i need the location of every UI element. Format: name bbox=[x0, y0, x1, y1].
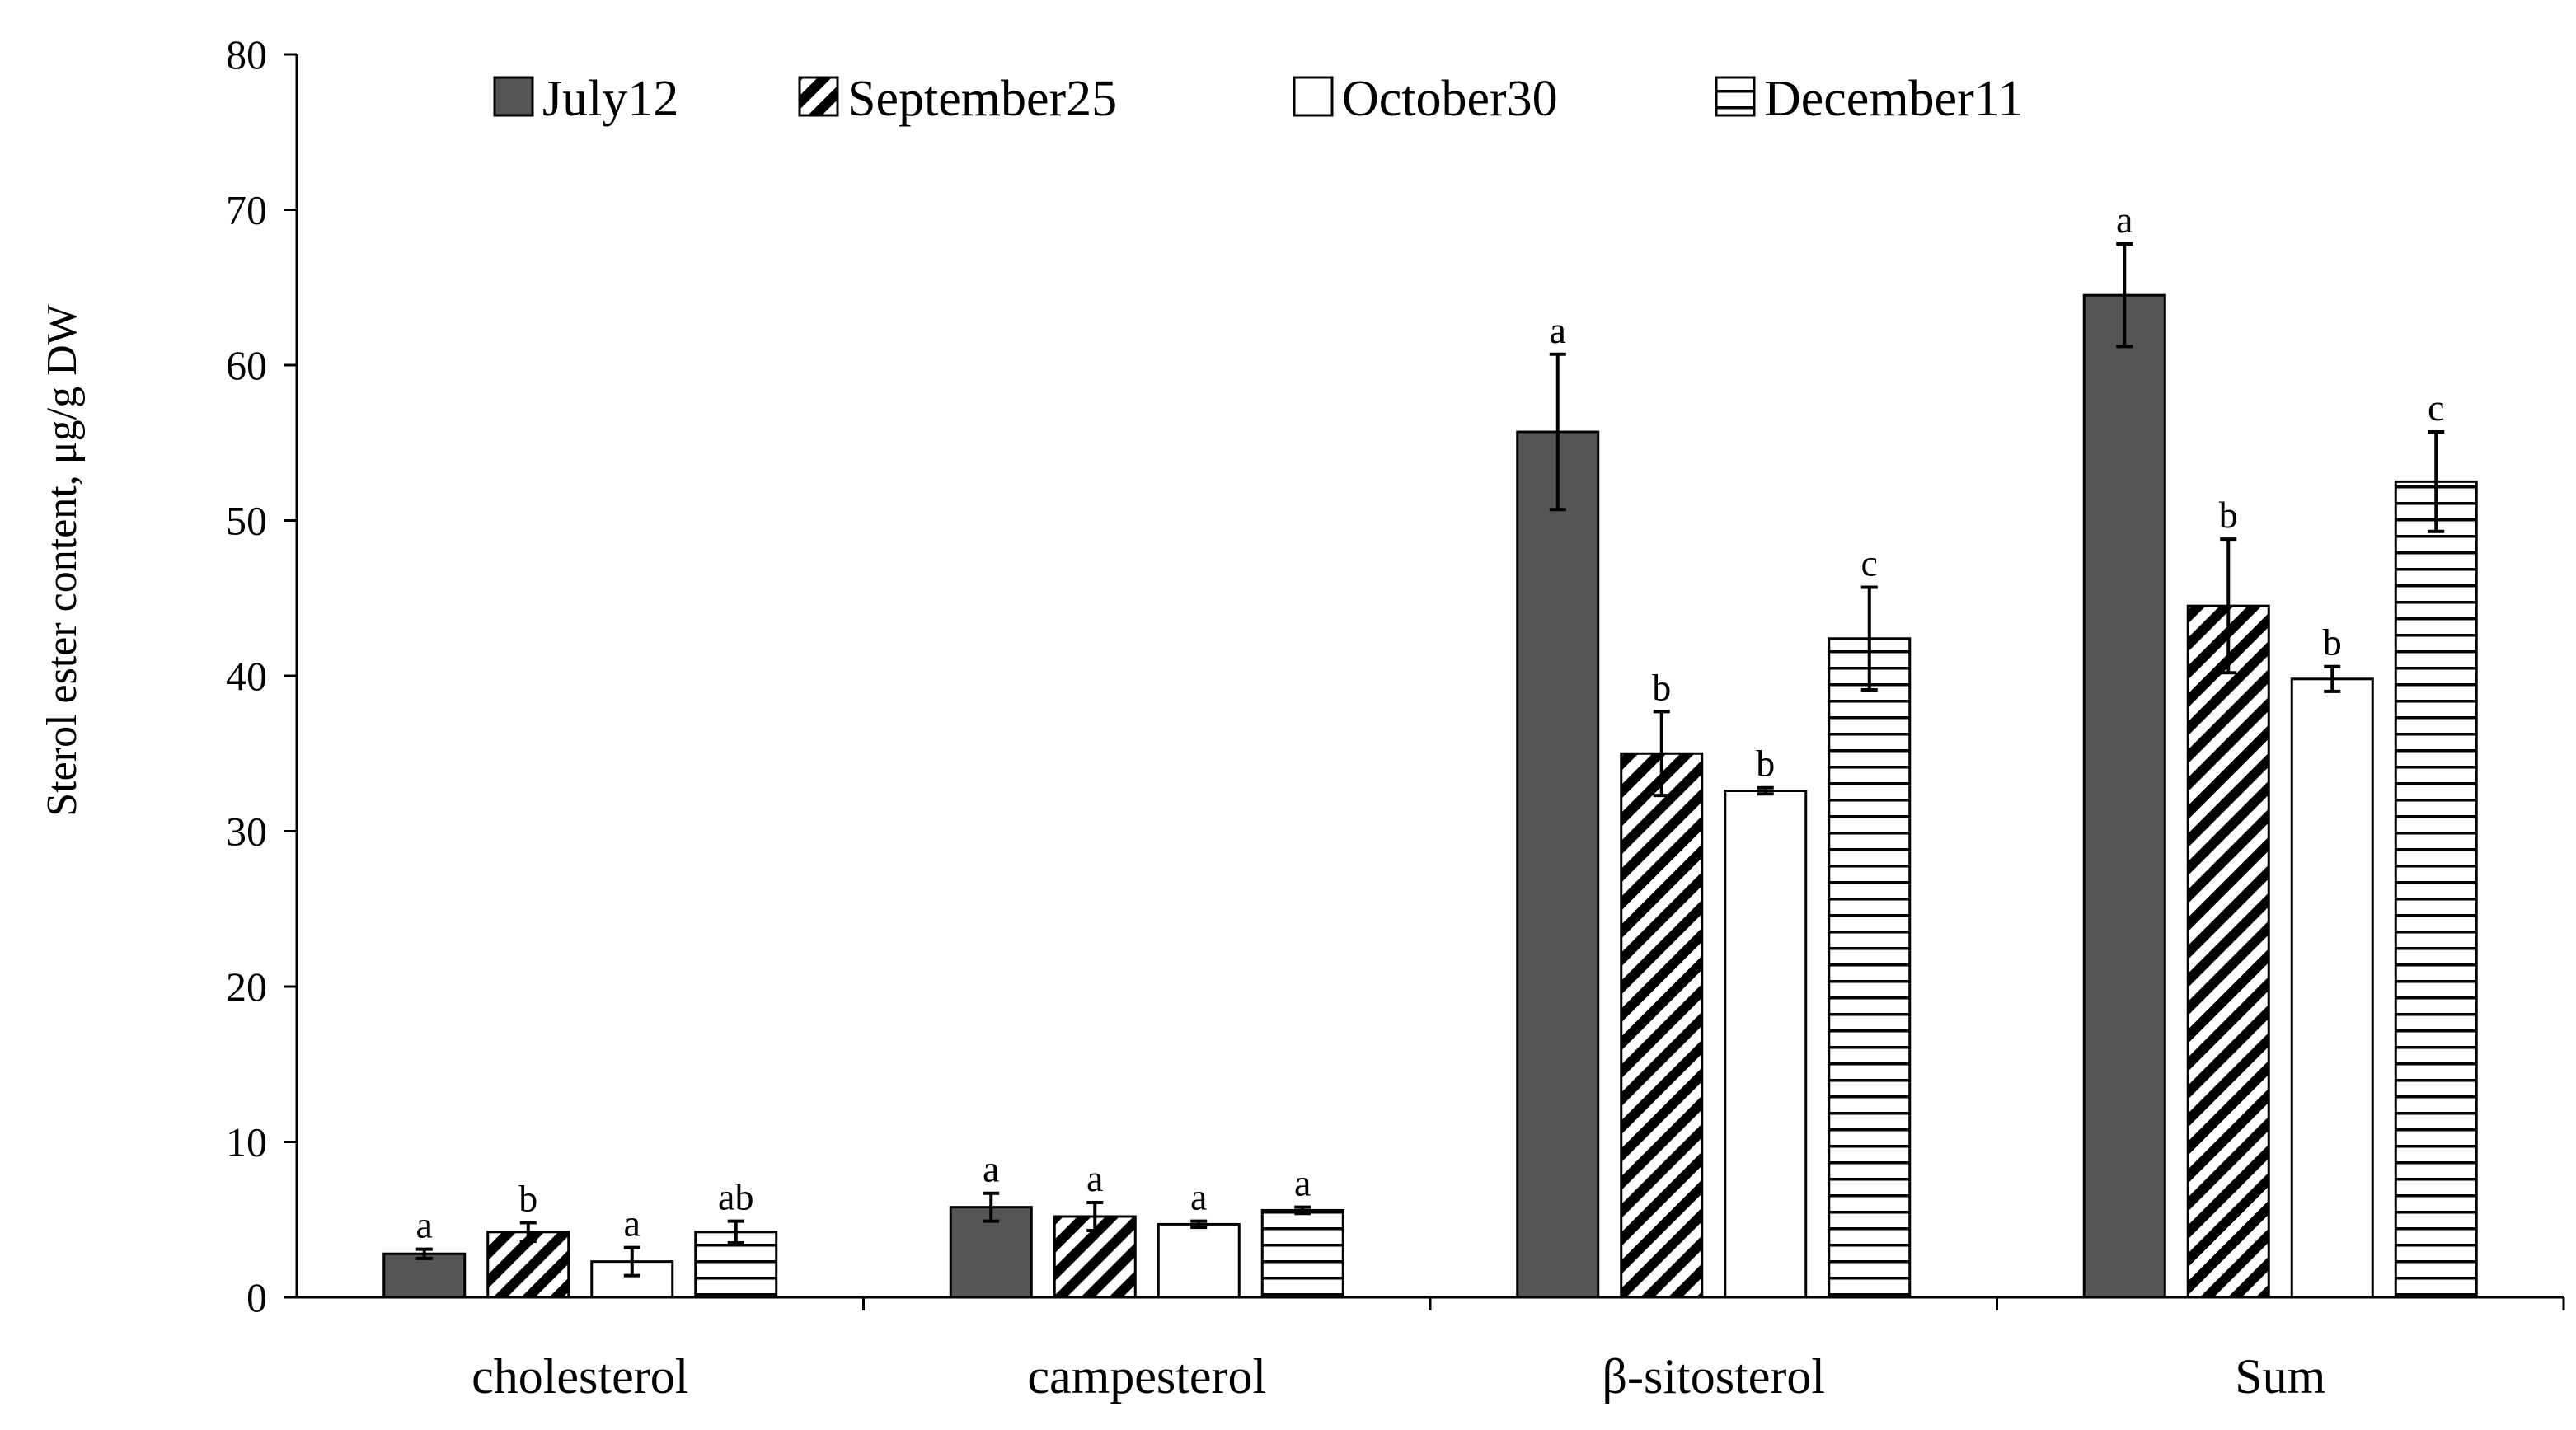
error-bar bbox=[2324, 664, 2341, 693]
legend: July12 September25 October30 December11 bbox=[493, 71, 2023, 127]
significance-label: a bbox=[416, 1204, 433, 1246]
bar-july12-cholesterol bbox=[382, 1252, 467, 1299]
bar-december11-campesterol bbox=[1260, 1208, 1344, 1299]
error-bar bbox=[2116, 241, 2133, 349]
bar-december11-sitosterol bbox=[1828, 637, 1912, 1299]
y-tick-label: 80 bbox=[226, 31, 267, 77]
error-bar bbox=[1294, 1205, 1311, 1216]
bar-october30-sitosterol bbox=[1724, 789, 1808, 1299]
significance-label: a bbox=[1550, 309, 1566, 351]
error-bar bbox=[983, 1191, 1000, 1223]
significance-label: a bbox=[1190, 1176, 1207, 1218]
error-bar bbox=[1549, 352, 1566, 512]
y-tick-label: 50 bbox=[226, 498, 267, 544]
y-axis-label: Sterol ester content, μg/g DW bbox=[39, 304, 86, 816]
significance-label: b bbox=[2323, 621, 2342, 663]
significance-label: a bbox=[1086, 1157, 1103, 1199]
axes: 0 10 20 30 40 50 60 70 80 cholesterol campesterol β… bbox=[226, 31, 2565, 1404]
legend-swatch-october30 bbox=[1293, 76, 1334, 117]
bar-july12-sum bbox=[2082, 293, 2166, 1299]
error-bar bbox=[1086, 1201, 1104, 1232]
significance-label: c bbox=[2428, 387, 2444, 429]
y-tick-label: 60 bbox=[226, 342, 267, 388]
significance-label: b bbox=[2219, 494, 2238, 536]
error-bar bbox=[1190, 1219, 1208, 1230]
y-tick-label: 70 bbox=[226, 187, 267, 233]
bar-july12-sitosterol bbox=[1516, 430, 1600, 1299]
x-category-label: cholesterol bbox=[472, 1349, 688, 1404]
significance-label: ab bbox=[718, 1176, 753, 1218]
x-category-label: Sum bbox=[2235, 1349, 2325, 1404]
y-tick-label: 10 bbox=[226, 1119, 267, 1165]
error-bar bbox=[519, 1221, 537, 1244]
legend-swatch-december11 bbox=[1715, 76, 1756, 117]
error-bar bbox=[2428, 430, 2445, 533]
x-category-label: campesterol bbox=[1027, 1349, 1266, 1404]
legend-label-september25: September25 bbox=[847, 71, 1117, 127]
error-bar bbox=[727, 1219, 744, 1245]
bar-september25-sum bbox=[2186, 604, 2270, 1299]
legend-label-december11: December11 bbox=[1764, 71, 2023, 127]
significance-label: b bbox=[1756, 743, 1775, 785]
error-bar bbox=[2220, 537, 2237, 675]
significance-label: b bbox=[518, 1178, 537, 1220]
error-bar bbox=[415, 1247, 433, 1260]
error-bar bbox=[623, 1245, 640, 1278]
y-tick-label: 40 bbox=[226, 653, 267, 699]
legend-swatch-september25 bbox=[798, 76, 839, 117]
y-tick-label: 30 bbox=[226, 809, 267, 855]
error-bar bbox=[1860, 585, 1878, 692]
error-bar bbox=[1757, 785, 1774, 796]
bar-october30-campesterol bbox=[1157, 1222, 1241, 1299]
x-category-label: β-sitosterol bbox=[1602, 1349, 1826, 1404]
significance-label: a bbox=[983, 1148, 999, 1190]
significance-label: a bbox=[624, 1203, 640, 1245]
error-bar bbox=[1653, 710, 1670, 798]
significance-label: b bbox=[1652, 666, 1671, 708]
significance-label: c bbox=[1861, 542, 1878, 584]
significance-label: a bbox=[2116, 199, 2133, 241]
y-tick-label: 0 bbox=[246, 1274, 267, 1320]
bar-december11-sum bbox=[2394, 480, 2478, 1299]
bar-september25-sitosterol bbox=[1620, 752, 1704, 1299]
significance-label: a bbox=[1294, 1162, 1311, 1204]
y-tick-label: 20 bbox=[226, 963, 267, 1010]
legend-swatch-july12 bbox=[493, 76, 534, 117]
legend-label-october30: October30 bbox=[1342, 71, 1558, 127]
bar-october30-sum bbox=[2290, 677, 2374, 1299]
legend-label-july12: July12 bbox=[542, 71, 678, 127]
